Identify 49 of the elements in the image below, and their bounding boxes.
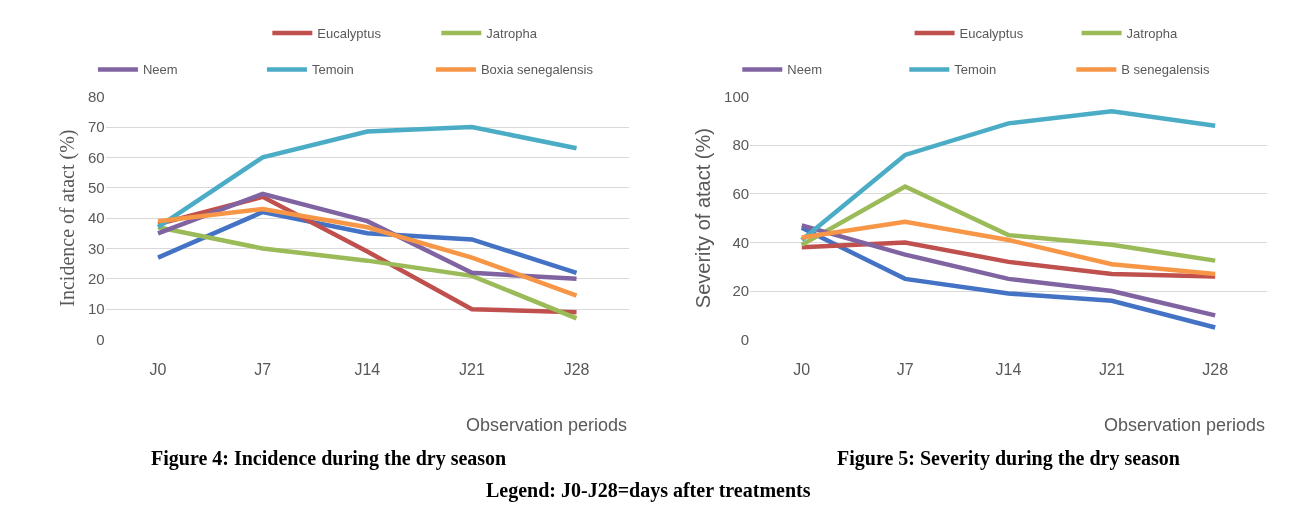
legend-label: Boxia senegalensis (480, 62, 594, 78)
line-series (799, 240, 1218, 279)
y-tick-label: 60 (732, 185, 750, 203)
line-series (799, 108, 1218, 243)
y-tick-label: 0 (740, 330, 750, 348)
x-tick-label: J0 (149, 360, 167, 378)
caption: Figure 4: Incidence during the dry season (151, 447, 507, 470)
x-tick-label: J21 (1098, 360, 1125, 378)
legend-label: Jatropha (486, 26, 538, 42)
x-tick-label: J0 (793, 360, 811, 378)
x-axis-title: Observation periods (1104, 415, 1266, 435)
x-tick-label: J21 (459, 360, 485, 378)
legend-label: Temoin (954, 62, 997, 78)
y-tick-label: 40 (732, 233, 750, 251)
y-tick-label: 100 (724, 87, 750, 105)
y-axis-title: Severity of atact (%) (691, 128, 714, 309)
y-tick-label: 50 (88, 179, 105, 196)
legend-label: Eucalyptus (317, 26, 382, 42)
x-tick-label: J7 (254, 360, 272, 378)
legend-label: Temoin (311, 62, 354, 78)
legend-label: Neem (787, 62, 823, 78)
line-series (155, 124, 579, 230)
line-series (155, 224, 579, 321)
y-tick-label: 0 (96, 330, 105, 348)
caption: Figure 5: Severity during the dry season (837, 447, 1180, 470)
x-tick-label: J14 (354, 360, 381, 378)
x-tick-label: J7 (896, 360, 914, 378)
legend-label: B senegalensis (1121, 62, 1210, 78)
y-axis-title: Incidence of atact (%) (55, 129, 79, 307)
y-tick-label: 10 (88, 300, 105, 318)
y-tick-label: 70 (88, 118, 105, 136)
y-tick-label: 80 (732, 136, 750, 154)
y-tick-label: 20 (732, 282, 750, 300)
line-series (799, 184, 1218, 263)
x-tick-label: J28 (1202, 360, 1229, 378)
legend-label: Eucalyptus (959, 26, 1024, 42)
y-tick-label: 40 (88, 209, 105, 227)
x-tick-label: J14 (995, 360, 1022, 378)
legend-label: Jatropha (1126, 26, 1178, 42)
x-tick-label: J28 (563, 360, 590, 378)
text: Legend: J0-J28=days after treatments (486, 479, 811, 502)
y-tick-label: 80 (88, 87, 105, 105)
legend-label: Neem (142, 62, 178, 78)
y-tick-label: 60 (88, 148, 105, 166)
y-tick-label: 30 (88, 239, 105, 257)
y-tick-label: 20 (88, 270, 105, 288)
line-series (155, 206, 579, 298)
line-series (799, 219, 1218, 277)
x-axis-title: Observation periods (466, 415, 628, 435)
